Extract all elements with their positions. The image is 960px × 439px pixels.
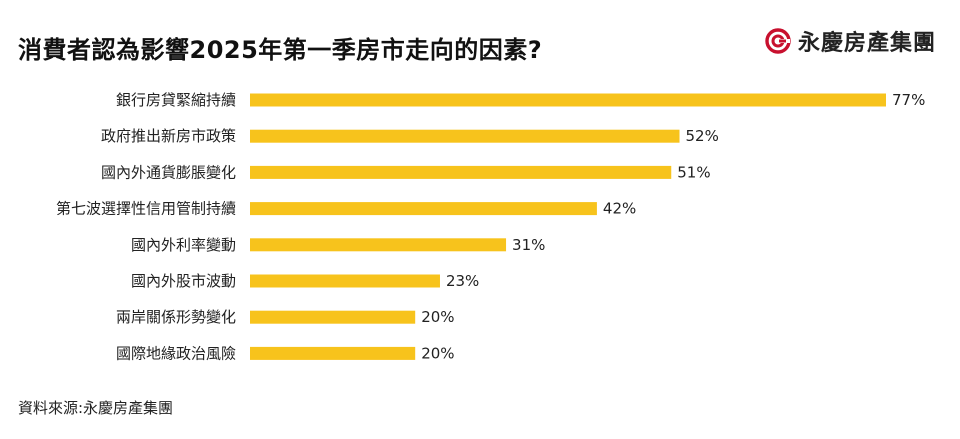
category-label: 政府推出新房市政策 bbox=[101, 127, 236, 145]
value-label: 42% bbox=[603, 200, 636, 218]
brand: 永慶房產集團 bbox=[764, 26, 936, 56]
value-label: 52% bbox=[686, 127, 719, 145]
category-label: 國際地緣政治風險 bbox=[116, 344, 236, 362]
category-label: 國內外股市波動 bbox=[131, 272, 236, 290]
value-label: 51% bbox=[677, 163, 710, 181]
bar bbox=[250, 346, 416, 360]
source-note: 資料來源:永慶房產集團 bbox=[18, 399, 174, 417]
bar bbox=[250, 93, 886, 107]
page-title: 消費者認為影響2025年第一季房市走向的因素? bbox=[18, 36, 543, 64]
bar bbox=[250, 238, 507, 252]
value-label: 20% bbox=[421, 308, 454, 326]
category-label: 兩岸關係形勢變化 bbox=[116, 308, 236, 326]
value-label: 31% bbox=[512, 236, 545, 254]
bar bbox=[250, 274, 440, 288]
category-label: 國內外利率變動 bbox=[131, 236, 236, 254]
category-label: 銀行房貸緊縮持續 bbox=[116, 91, 236, 109]
bar bbox=[250, 165, 672, 179]
bar bbox=[250, 310, 416, 324]
value-label: 23% bbox=[446, 272, 479, 290]
value-label: 77% bbox=[892, 91, 925, 109]
yongqing-logo-icon bbox=[765, 28, 791, 54]
bar bbox=[250, 202, 597, 216]
brand-name: 永慶房產集團 bbox=[797, 31, 936, 56]
category-label: 第七波選擇性信用管制持續 bbox=[56, 200, 236, 218]
category-label: 國內外通貨膨脹變化 bbox=[101, 163, 236, 181]
bar bbox=[250, 129, 680, 143]
value-label: 20% bbox=[421, 344, 454, 362]
